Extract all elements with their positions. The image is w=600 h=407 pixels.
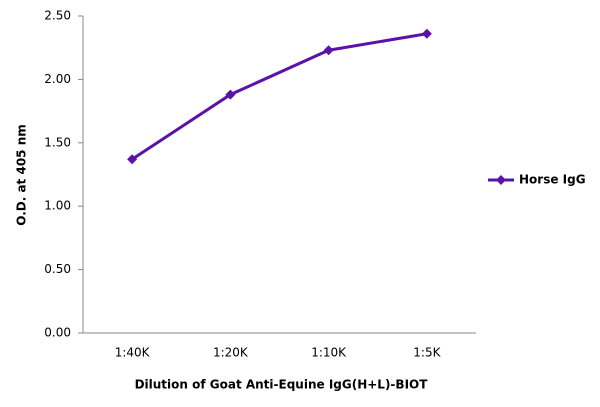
legend-label: Horse IgG xyxy=(519,173,586,187)
x-tick-label: 1:10K xyxy=(311,346,347,360)
data-marker xyxy=(323,45,334,56)
legend-marker xyxy=(496,175,506,185)
y-tick-label: 1.50 xyxy=(44,135,71,149)
series-line xyxy=(131,32,428,161)
x-tick-label: 1:40K xyxy=(115,346,151,360)
y-axis-label: O.D. at 405 nm xyxy=(15,124,29,225)
data-marker xyxy=(127,154,138,165)
data-marker xyxy=(225,89,236,100)
data-marker xyxy=(421,28,432,39)
x-axis-label: Dilution of Goat Anti-Equine IgG(H+L)-BI… xyxy=(135,378,429,392)
y-tick-label: 0.50 xyxy=(44,262,71,276)
y-tick-label: 2.00 xyxy=(44,72,71,86)
y-tick-label: 1.00 xyxy=(44,199,71,213)
y-tick-label: 0.00 xyxy=(44,326,71,340)
x-tick-label: 1:5K xyxy=(413,346,441,360)
y-tick-label: 2.50 xyxy=(44,9,71,23)
x-tick-label: 1:20K xyxy=(213,346,249,360)
